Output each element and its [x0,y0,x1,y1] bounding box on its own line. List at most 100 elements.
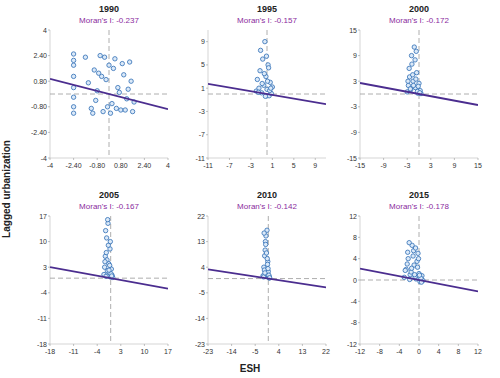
y-tick [358,344,360,345]
x-tick-label: -4 [47,162,53,169]
x-tick [438,344,439,346]
y-tick [48,318,50,319]
point [108,111,112,115]
point [104,77,108,81]
point [414,77,418,81]
point [105,217,109,221]
y-tick-label: 0.80 [33,78,47,85]
x-tick-label: -18 [45,348,55,355]
point [258,69,262,73]
y-tick [48,158,50,159]
point [416,84,420,88]
x-tick-label: -9 [380,162,386,169]
plot-area [208,216,326,344]
y-tick-label: -8 [351,319,357,326]
y-tick-label: -7 [199,131,205,138]
x-tick-label: -0.80 [89,162,105,169]
y-tick [48,55,50,56]
point [105,105,109,109]
y-tick [358,216,360,217]
point [413,246,417,250]
point [412,45,416,49]
x-tick [73,344,74,346]
point [111,66,115,70]
x-tick [478,158,479,160]
point [113,57,117,61]
y-tick [48,267,50,268]
point [405,250,409,254]
x-tick-label: 9 [452,162,456,169]
y-tick-label: 3 [43,264,47,271]
y-tick [358,237,360,238]
x-tick [419,344,420,346]
point [126,87,130,91]
panel-title: 2015 [409,190,429,200]
y-tick [358,55,360,56]
y-tick [48,132,50,133]
y-tick-label: -9 [351,129,357,136]
x-tick [144,158,145,160]
regression-line [360,83,478,105]
panel: 1995Moran's I: -0.157-11-7-3159-11-7-315… [195,4,326,169]
x-tick-label: 10 [141,348,149,355]
y-tick [48,241,50,242]
x-tick [272,158,273,160]
x-axis-line [208,344,326,345]
point [110,101,114,105]
x-tick-label: -3 [404,162,410,169]
y-tick [48,81,50,82]
moran-label: Moran's I: -0.237 [79,16,139,25]
x-tick [97,158,98,160]
y-tick [206,134,208,135]
panel: 1990Moran's I: -0.237-4-2.40-0.800.802.4… [31,4,170,169]
point [409,53,413,57]
point [96,71,100,75]
point [255,77,259,81]
point [411,254,415,258]
point [406,256,410,260]
y-tick-label: 0 [353,277,357,284]
x-tick [97,344,98,346]
x-tick-label: -4 [396,348,402,355]
point [262,231,266,235]
y-tick [206,41,208,42]
y-tick-label: 2.40 [33,52,47,59]
y-tick [206,318,208,319]
y-tick-label: -4 [41,155,47,162]
y-tick [206,344,208,345]
point [410,62,414,66]
point [71,74,75,78]
point [98,53,102,57]
panel-title: 2005 [99,190,119,200]
point [416,251,420,255]
x-tick-label: 8 [456,348,460,355]
x-tick [326,344,327,346]
point [103,260,107,264]
point [101,109,105,113]
x-tick [315,158,316,160]
x-tick-label: -11 [203,162,213,169]
point [123,108,127,112]
point [107,63,111,67]
point [411,73,415,77]
y-tick [206,292,208,293]
y-tick [206,88,208,89]
plot-area [360,30,478,158]
y-tick-label: 9 [353,52,357,59]
point [405,262,409,266]
y-tick [48,30,50,31]
moran-label: Moran's I: -0.167 [79,202,139,211]
moran-label: Moran's I: -0.172 [389,16,449,25]
y-tick-label: 13 [197,238,205,245]
point [409,266,413,270]
point [107,268,111,272]
point [103,228,107,232]
point [262,71,266,75]
x-tick [231,344,232,346]
y-axis-line [208,216,209,344]
point [114,106,118,110]
x-tick-label: -8 [377,348,383,355]
point [264,54,268,58]
y-tick [206,267,208,268]
x-tick-label: 17 [164,348,172,355]
